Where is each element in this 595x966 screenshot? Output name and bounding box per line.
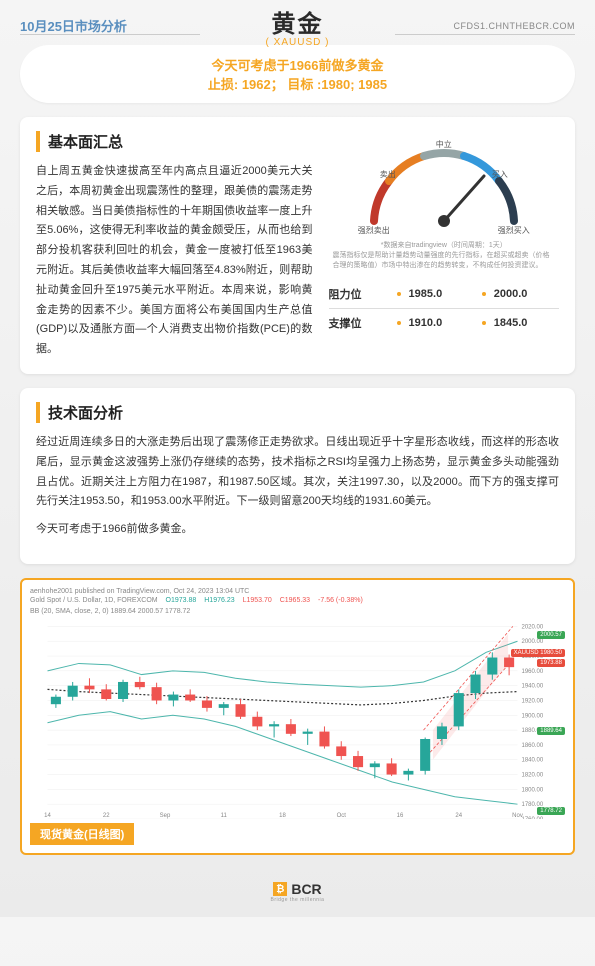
price-chart: 2020.002000.001980.001960.001940.001920.… [30, 619, 565, 819]
page-footer: ₿ BCR Bridge the millennia [20, 869, 575, 918]
svg-text:Sep: Sep [160, 813, 171, 819]
fundamental-section: 基本面汇总 自上周五黄金快速拔高至年内高点且逼近2000美元大关之后，本周初黄金… [20, 117, 575, 374]
gauge-sell: 卖出 [380, 169, 396, 180]
brand-name: BCR [291, 881, 321, 897]
price-tag: 1973.88 [537, 659, 565, 667]
fundamental-body: 自上周五黄金快速拔高至年内高点且逼近2000美元大关之后，本周初黄金出现震荡性的… [36, 162, 313, 360]
gauge-strong-buy: 强烈买入 [498, 225, 530, 236]
technical-p2: 今天可考虑于1966前做多黄金。 [36, 520, 559, 540]
support-1: 1910.0 [409, 317, 474, 329]
svg-text:1940.00: 1940.00 [522, 684, 544, 690]
price-tag: XAUUSD 1980.50 [511, 649, 565, 657]
symbol-label: ( XAUUSD ) [266, 37, 330, 48]
gauge-buy: 买入 [492, 169, 508, 180]
technical-title: 技术面分析 [36, 402, 559, 423]
svg-text:22: 22 [103, 813, 110, 819]
brand-tagline: Bridge the millennia [20, 897, 575, 903]
logo-icon: ₿ [273, 882, 287, 896]
svg-text:1920.00: 1920.00 [522, 698, 544, 704]
resistance-1: 1985.0 [409, 288, 474, 300]
fundamental-title: 基本面汇总 [36, 131, 313, 152]
svg-text:1960.00: 1960.00 [522, 669, 544, 675]
price-tag: 2000.57 [537, 631, 565, 639]
svg-text:2000.00: 2000.00 [522, 639, 544, 645]
price-tag: 1778.72 [537, 807, 565, 815]
sentiment-gauge: 强烈卖出 卖出 中立 买入 强烈买入 [354, 131, 534, 241]
page-title: 黄金 [266, 4, 330, 39]
support-label: 支撑位 [329, 315, 389, 331]
summary-line2: 止损: 1962； 目标 :1980; 1985 [40, 74, 555, 93]
support-2: 1845.0 [494, 317, 559, 329]
page-header: 10月25日市场分析 黄金 ( XAUUSD ) CFDS1.CHNTHEBCR… [20, 16, 575, 35]
svg-text:1760.00: 1760.00 [522, 817, 544, 819]
svg-text:1800.00: 1800.00 [522, 787, 544, 793]
technical-section: 技术面分析 经过近周连续多日的大涨走势后出现了震荡修正走势欲求。日线出现近乎十字… [20, 388, 575, 564]
technical-p1: 经过近周连续多日的大涨走势后出现了震荡修正走势欲求。日线出现近乎十字星形态收线，… [36, 433, 559, 512]
svg-text:11: 11 [221, 813, 228, 819]
levels-table: 阻力位 1985.0 2000.0 支撑位 1910.0 1845.0 [329, 280, 559, 337]
svg-text:18: 18 [279, 813, 286, 819]
price-tag: 1889.64 [537, 727, 565, 735]
svg-text:1900.00: 1900.00 [522, 713, 544, 719]
svg-text:1840.00: 1840.00 [522, 758, 544, 764]
chart-bb-line: BB (20, SMA, close, 2, 0) 1889.64 2000.5… [30, 608, 565, 615]
trade-summary: 今天可考虑于1966前做多黄金 止损: 1962； 目标 :1980; 1985 [20, 45, 575, 103]
chart-attribution: aenhohe2001 published on TradingView.com… [30, 588, 565, 595]
svg-text:2020.00: 2020.00 [522, 624, 544, 630]
source-url: CFDS1.CHNTHEBCR.COM [453, 21, 575, 31]
chart-section: aenhohe2001 published on TradingView.com… [20, 578, 575, 855]
resistance-label: 阻力位 [329, 286, 389, 302]
chart-caption: 现货黄金(日线图) [30, 823, 134, 845]
date-label: 10月25日市场分析 [20, 16, 127, 35]
svg-text:14: 14 [44, 813, 51, 819]
summary-line1: 今天可考虑于1966前做多黄金 [40, 55, 555, 74]
resistance-2: 2000.0 [494, 288, 559, 300]
svg-text:1820.00: 1820.00 [522, 773, 544, 779]
gauge-disclaimer: 震荡指标仅是帮助计量趋势动量强度的先行指标，在超买或超卖（价格合理的策略值）市场… [329, 251, 559, 271]
svg-text:Oct: Oct [337, 813, 347, 819]
chart-title-line: Gold Spot / U.S. Dollar, 1D, FOREXCOM O1… [30, 597, 565, 604]
svg-text:16: 16 [397, 813, 404, 819]
svg-text:Nov: Nov [512, 813, 523, 819]
svg-text:1860.00: 1860.00 [522, 743, 544, 749]
brand-logo: ₿ BCR [273, 881, 321, 897]
gauge-strong-sell: 强烈卖出 [358, 225, 390, 236]
gauge-neutral: 中立 [436, 139, 452, 150]
gauge-source: *数据来自tradingview（时间周期：1天） [377, 241, 511, 251]
svg-text:24: 24 [455, 813, 462, 819]
